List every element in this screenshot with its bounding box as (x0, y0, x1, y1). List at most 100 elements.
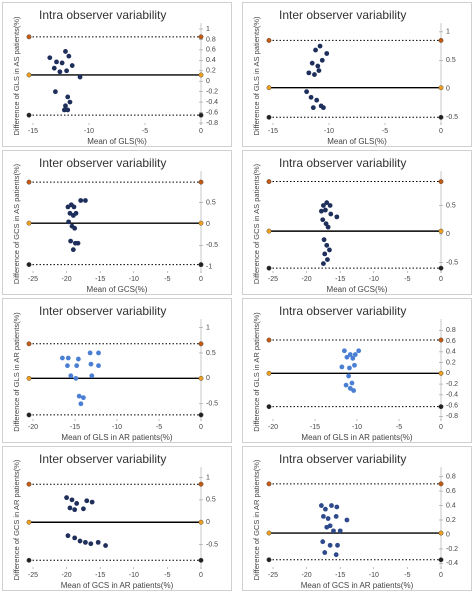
data-point (65, 363, 70, 369)
data-point (347, 365, 352, 371)
x-tick-label: -15 (28, 128, 38, 135)
y-axis-label: Difference of GCS in AR patients(%) (12, 459, 21, 580)
x-tick-label: -20 (62, 572, 72, 579)
x-tick-label: -10 (369, 572, 379, 579)
mean-line-end (266, 370, 272, 376)
data-point (69, 63, 75, 68)
x-tick-label: -5 (164, 276, 170, 283)
x-tick-label: 0 (439, 572, 443, 579)
x-axis-label: Mean of GCS(%) (327, 285, 388, 294)
y-tick-label: 1 (206, 26, 210, 33)
data-point (103, 543, 108, 548)
data-point (310, 105, 316, 111)
data-point (318, 503, 324, 508)
y-tick-label: -0.5 (206, 401, 218, 408)
mean-line-end (198, 519, 204, 525)
data-point (47, 55, 53, 61)
lower-limit-line-end (266, 404, 272, 410)
data-point (324, 200, 330, 206)
chart-panel: Inter observer variability Mean of GLS(%)… (242, 2, 472, 147)
upper-limit-line-end (266, 481, 272, 487)
data-point (313, 47, 318, 53)
data-point (333, 513, 339, 519)
x-tick-label: -25 (268, 572, 278, 579)
data-point (63, 103, 68, 109)
data-point (68, 373, 74, 379)
mean-line-end (266, 85, 272, 91)
data-point (95, 539, 101, 545)
x-tick-label: -10 (324, 128, 334, 135)
x-axis-label: Mean of GCS(%) (87, 285, 148, 294)
x-axis-label: Mean of GLS(%) (327, 137, 387, 146)
lower-limit-line-end (26, 412, 32, 418)
lower-limit-line-end (438, 404, 444, 410)
x-tick-label: -5 (156, 424, 162, 431)
data-point (306, 70, 312, 76)
x-tick-label: -10 (84, 128, 94, 135)
lower-limit-line-end (26, 112, 32, 118)
data-point (319, 57, 325, 63)
chart-title: Inter observer variability (279, 8, 406, 22)
data-point (335, 542, 340, 548)
y-tick-label: -0.5 (206, 541, 218, 548)
data-point (65, 533, 71, 539)
chart: Inter observer variability Mean of GCS in… (12, 452, 218, 590)
upper-limit-line-end (438, 337, 444, 343)
upper-limit-line-end (198, 341, 204, 347)
upper-limit-line-end (26, 341, 32, 347)
chart: Intra observer variability Mean of GCS in… (252, 452, 458, 590)
y-tick-label: 0.4 (446, 502, 456, 509)
data-point (67, 99, 73, 105)
lower-limit-line-end (198, 112, 204, 118)
data-point (72, 507, 78, 513)
chart-panel: Inter observer variability Mean of GCS in… (2, 446, 232, 591)
chart: Inter observer variability Mean of GLS in… (12, 304, 218, 442)
y-axis-label: Difference of GCS in AS patients(%) (252, 163, 261, 284)
mean-line-end (198, 220, 204, 226)
x-axis-label: Mean of GLS in AR patients(%) (61, 433, 173, 442)
data-point (328, 211, 334, 217)
x-tick-label: -10 (112, 424, 122, 431)
data-point (317, 43, 323, 49)
y-axis-label: Difference of GCS in AS patients(%) (12, 163, 21, 284)
lower-limit-line-end (438, 265, 444, 271)
data-point (54, 59, 59, 65)
y-tick-label: -0.4 (446, 392, 458, 399)
chart-panel: Intra observer variability Mean of GCS in… (242, 446, 472, 591)
data-point (325, 516, 331, 521)
data-point (315, 63, 321, 69)
mean-line-end (26, 519, 32, 525)
y-tick-label: 0.5 (206, 350, 216, 357)
y-tick-label: 0.4 (446, 349, 456, 356)
x-tick-label: -10 (352, 424, 362, 431)
x-tick-label: 0 (439, 276, 443, 283)
data-point (71, 204, 77, 210)
data-point (73, 375, 79, 381)
data-point (327, 542, 333, 548)
y-tick-label: -0.2 (446, 381, 458, 388)
data-point (61, 107, 67, 113)
y-tick-label: -0.6 (446, 402, 458, 409)
data-point (323, 506, 328, 512)
data-point (327, 523, 333, 529)
lower-limit-line-end (198, 412, 204, 418)
data-point (89, 499, 95, 505)
data-point (331, 528, 336, 534)
data-point (314, 97, 320, 103)
x-tick-label: -5 (404, 276, 410, 283)
data-point (329, 503, 334, 508)
chart-title: Inter observer variability (39, 304, 166, 318)
upper-limit-line-end (438, 481, 444, 487)
y-tick-label: 0 (206, 221, 210, 228)
mean-line-end (26, 72, 32, 78)
y-tick-label: 0.6 (206, 47, 216, 54)
x-tick-label: 0 (439, 128, 443, 135)
data-point (321, 203, 326, 208)
y-tick-label: -0.8 (446, 413, 458, 420)
x-tick-label: -10 (369, 276, 379, 283)
lower-limit-line-end (26, 557, 32, 563)
data-point (65, 94, 71, 100)
mean-line-end (26, 220, 32, 226)
data-point (67, 505, 73, 511)
x-axis-label: Mean of GLS(%) (87, 137, 147, 146)
